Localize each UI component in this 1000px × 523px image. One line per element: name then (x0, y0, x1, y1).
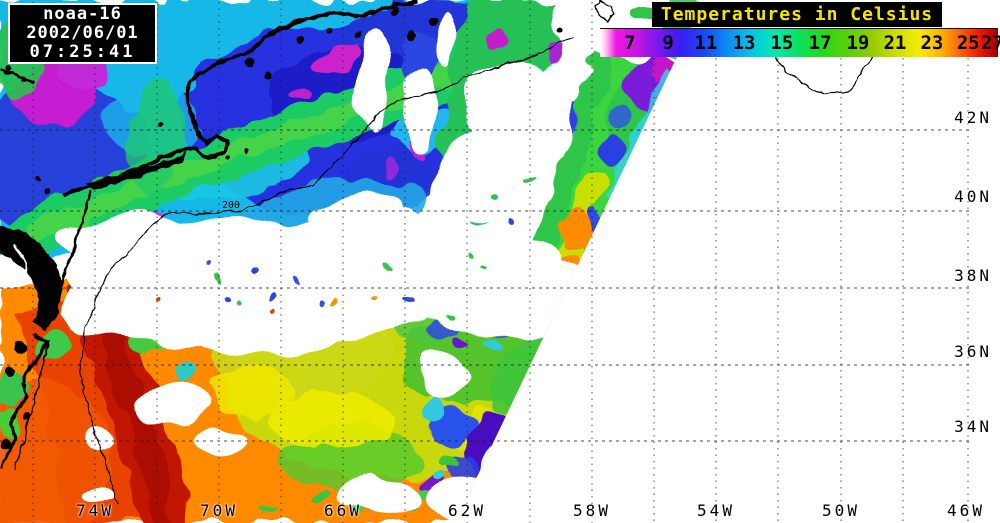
colorbar-tick: 21 (883, 32, 907, 54)
longitude-label: 62W (448, 501, 486, 520)
latitude-label: 38N (954, 266, 992, 285)
latitude-label: 36N (954, 342, 992, 361)
graticule (0, 2, 972, 523)
colorbar-tick: 27 (980, 32, 1000, 54)
header-info-box: noaa-16 2002/06/01 07:25:41 (8, 3, 157, 64)
legend-title: Temperatures in Celsius (652, 2, 942, 27)
satellite-name: noaa-16 (43, 4, 122, 24)
colorbar-tick: 9 (662, 32, 674, 54)
colorbar-tick: 17 (808, 32, 832, 54)
temperature-colorbar: 7 9 11 13 15 17 19 21 23 25 27 (600, 28, 1000, 57)
longitude-label: 70W (200, 501, 238, 520)
colorbar-tick: 13 (732, 32, 756, 54)
chesapeake-bay (13, 243, 28, 285)
isobath-label: 200 (222, 200, 240, 211)
longitude-label: 46W (947, 501, 985, 520)
capture-date: 2002/06/01 (26, 23, 139, 43)
latitude-label: 40N (954, 187, 992, 206)
colorbar-tick: 7 (624, 32, 636, 54)
colorbar-tick: 15 (770, 32, 794, 54)
longitude-label: 54W (697, 501, 735, 520)
island-outline (595, 0, 615, 23)
data-swath (0, 0, 704, 523)
longitude-label: 58W (573, 501, 611, 520)
latitude-label: 42N (954, 108, 992, 127)
north-carolina-coast (0, 332, 48, 471)
cloud-layer (50, 16, 653, 523)
colorbar-tick: 25 (956, 32, 980, 54)
hudson-coast (0, 68, 35, 86)
latitude-label: 34N (954, 417, 992, 436)
new-england-coast (61, 0, 419, 198)
coastline (0, 0, 872, 471)
colorbar-tick: 11 (694, 32, 718, 54)
longitude-label: 74W (76, 501, 114, 520)
islands (1, 8, 563, 449)
new-jersey-coast (56, 189, 93, 293)
speck-layer (155, 173, 531, 321)
colorbar-tick: 19 (846, 32, 870, 54)
newfoundland-coast (771, 53, 872, 94)
colorbar-tick: 23 (920, 32, 944, 54)
longitude-label: 66W (324, 501, 362, 520)
capture-time: 07:25:41 (29, 42, 136, 62)
chesapeake-delmarva (0, 226, 64, 332)
long-island (85, 151, 187, 191)
longitude-label: 50W (822, 501, 860, 520)
